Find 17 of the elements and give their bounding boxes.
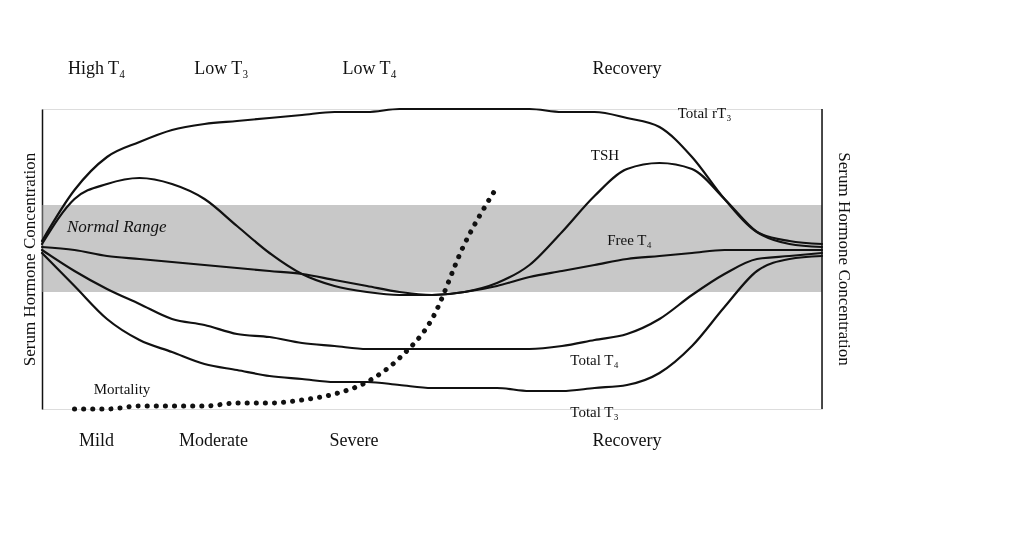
y2-axis-title: Serum Hormone Concentration	[835, 152, 854, 367]
text: Low T₄	[342, 58, 397, 78]
series-label: Free T₄	[607, 232, 652, 248]
text: High T₄	[67, 58, 126, 78]
series-label: Total T₄	[570, 352, 619, 368]
band-label: Normal Range	[66, 217, 168, 236]
series-label: Total T₃	[570, 404, 619, 420]
series-label: Total rT₃	[677, 105, 732, 121]
text: Recovery	[592, 58, 662, 78]
series-label: TSH	[590, 147, 620, 163]
text: Moderate	[179, 430, 249, 450]
text: Recovery	[592, 430, 662, 450]
text: Low T₃	[194, 58, 249, 78]
text: Mild	[79, 430, 115, 450]
y-axis-title: Serum Hormone Concentration	[19, 152, 39, 367]
text: Severe	[329, 430, 379, 450]
series-label: Mortality	[93, 381, 151, 397]
